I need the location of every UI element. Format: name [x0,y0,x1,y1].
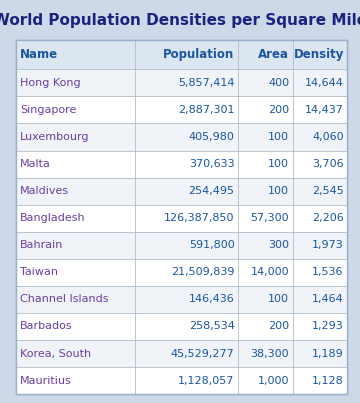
Text: 400: 400 [268,78,289,88]
Text: 1,293: 1,293 [312,322,344,331]
Text: Mauritius: Mauritius [20,376,72,386]
Text: 100: 100 [268,159,289,169]
Text: Maldives: Maldives [20,186,69,196]
Text: Barbados: Barbados [20,322,72,331]
Bar [16,259,347,286]
Text: 1,973: 1,973 [312,240,344,250]
Text: Singapore: Singapore [20,105,76,115]
Text: Taiwan: Taiwan [20,267,58,277]
Text: 2,206: 2,206 [312,213,344,223]
Bar [16,96,347,123]
Text: 126,387,850: 126,387,850 [164,213,234,223]
Text: 254,495: 254,495 [189,186,234,196]
Text: 100: 100 [268,132,289,142]
Bar [16,205,347,232]
Text: Population: Population [163,48,234,61]
Text: Bangladesh: Bangladesh [20,213,85,223]
Bar [16,232,347,259]
Text: 14,437: 14,437 [305,105,344,115]
Bar [16,340,347,367]
Text: 100: 100 [268,186,289,196]
Text: Area: Area [258,48,289,61]
Text: 1,000: 1,000 [258,376,289,386]
Text: 300: 300 [268,240,289,250]
Text: 100: 100 [268,295,289,304]
Text: Korea, South: Korea, South [20,349,91,359]
Text: Channel Islands: Channel Islands [20,295,108,304]
Text: 5,857,414: 5,857,414 [178,78,234,88]
Bar [16,40,347,394]
Bar [16,69,347,96]
Text: 146,436: 146,436 [189,295,234,304]
Text: 57,300: 57,300 [251,213,289,223]
Bar [16,178,347,205]
Text: 1,128,057: 1,128,057 [178,376,234,386]
Text: 2,887,301: 2,887,301 [178,105,234,115]
Text: 1,189: 1,189 [312,349,344,359]
Text: 258,534: 258,534 [189,322,234,331]
Bar [16,150,347,178]
Text: Name: Name [20,48,58,61]
Text: 38,300: 38,300 [251,349,289,359]
Text: Luxembourg: Luxembourg [20,132,89,142]
Bar [16,367,347,394]
Text: Bahrain: Bahrain [20,240,63,250]
Text: World Population Densities per Square Mile: World Population Densities per Square Mi… [0,13,360,28]
Text: 405,980: 405,980 [189,132,234,142]
Text: Density: Density [293,48,344,61]
Text: 1,464: 1,464 [312,295,344,304]
Bar [16,40,347,394]
Text: 200: 200 [268,322,289,331]
Text: 2,545: 2,545 [312,186,344,196]
Text: 45,529,277: 45,529,277 [171,349,234,359]
Text: 14,644: 14,644 [305,78,344,88]
Text: 200: 200 [268,105,289,115]
Text: 14,000: 14,000 [251,267,289,277]
Bar [16,286,347,313]
Text: 1,128: 1,128 [312,376,344,386]
Bar [16,40,347,69]
Text: 591,800: 591,800 [189,240,234,250]
Text: 1,536: 1,536 [312,267,344,277]
Text: Malta: Malta [20,159,51,169]
Bar [16,123,347,150]
Text: Hong Kong: Hong Kong [20,78,80,88]
Text: 21,509,839: 21,509,839 [171,267,234,277]
Bar [16,313,347,340]
Text: 4,060: 4,060 [312,132,344,142]
Text: 370,633: 370,633 [189,159,234,169]
Text: 3,706: 3,706 [312,159,344,169]
